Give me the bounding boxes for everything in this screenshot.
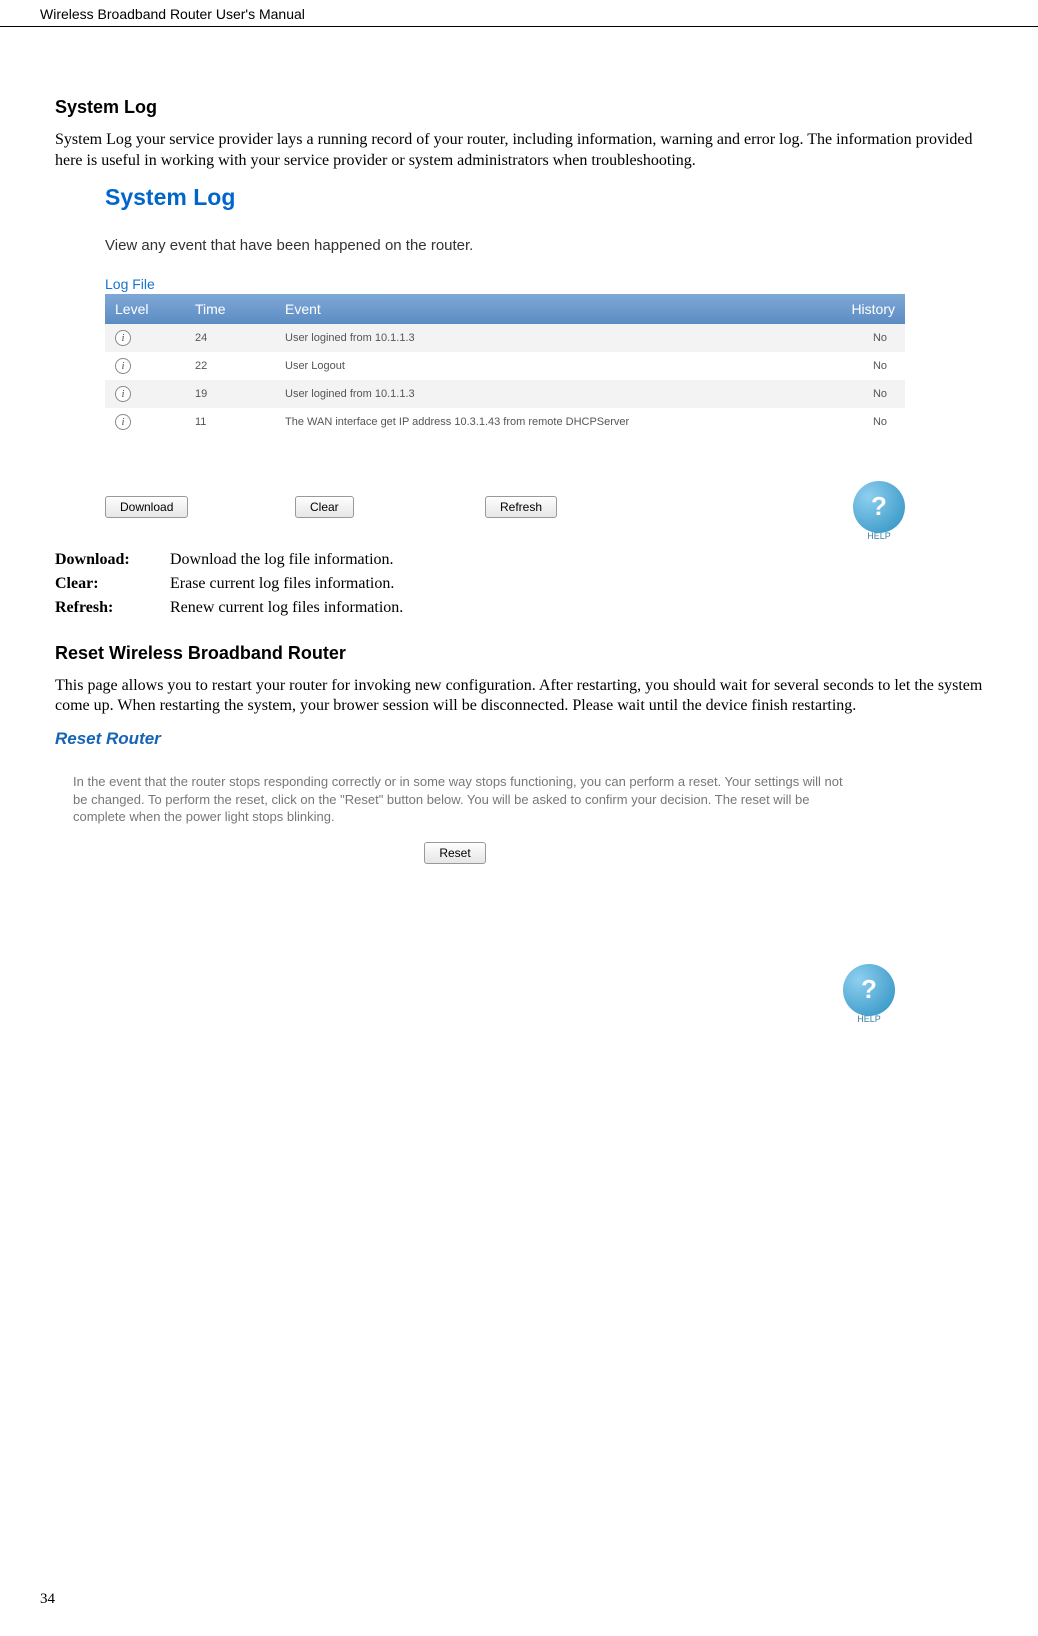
cell-event: The WAN interface get IP address 10.3.1.… [275, 408, 835, 436]
refresh-button[interactable]: Refresh [485, 496, 557, 518]
info-icon: i [115, 330, 131, 346]
cell-event: User logined from 10.1.1.3 [275, 324, 835, 352]
section-heading-reset: Reset Wireless Broadband Router [55, 643, 983, 664]
cell-time: 11 [185, 408, 275, 436]
reset-button[interactable]: Reset [424, 842, 485, 864]
definitions-list: Download: Download the log file informat… [55, 551, 983, 617]
log-table-wrap: Level Time Event History i 24 User login… [105, 294, 905, 436]
info-icon: i [115, 386, 131, 402]
section-heading-system-log: System Log [55, 97, 983, 118]
syslog-desc: View any event that have been happened o… [105, 237, 983, 254]
cell-time: 19 [185, 380, 275, 408]
cell-history: No [835, 408, 905, 436]
reset-title: Reset Router [55, 729, 983, 749]
help-icon: ? [861, 974, 877, 1005]
system-log-screenshot: System Log View any event that have been… [105, 184, 983, 533]
help-icon: ? [871, 491, 887, 522]
cell-history: No [835, 324, 905, 352]
cell-history: No [835, 380, 905, 408]
help-button[interactable]: ? HELP [843, 964, 895, 1016]
info-icon: i [115, 358, 131, 374]
table-row: i 19 User logined from 10.1.1.3 No [105, 380, 905, 408]
page-number: 34 [40, 1591, 55, 1608]
col-event: Event [275, 294, 835, 324]
table-row: i 11 The WAN interface get IP address 10… [105, 408, 905, 436]
def-desc-download: Download the log file information. [170, 551, 394, 569]
log-table: Level Time Event History i 24 User login… [105, 294, 905, 436]
cell-time: 22 [185, 352, 275, 380]
reset-desc: In the event that the router stops respo… [55, 773, 855, 826]
def-desc-clear: Erase current log files information. [170, 575, 394, 593]
table-row: i 22 User Logout No [105, 352, 905, 380]
def-term-refresh: Refresh: [55, 599, 170, 617]
syslog-title: System Log [105, 184, 983, 211]
reset-router-screenshot: Reset Router In the event that the route… [55, 729, 983, 1016]
logfile-label: Log File [105, 276, 983, 292]
table-row: i 24 User logined from 10.1.1.3 No [105, 324, 905, 352]
def-term-download: Download: [55, 551, 170, 569]
syslog-button-row: Download Clear Refresh ? HELP [105, 481, 905, 533]
page-content: System Log System Log your service provi… [0, 27, 1038, 1016]
cell-event: User logined from 10.1.1.3 [275, 380, 835, 408]
section-body-system-log: System Log your service provider lays a … [55, 130, 983, 172]
section-body-reset: This page allows you to restart your rou… [55, 676, 983, 718]
cell-history: No [835, 352, 905, 380]
col-history: History [835, 294, 905, 324]
col-level: Level [105, 294, 185, 324]
page-header: Wireless Broadband Router User's Manual [0, 0, 1038, 27]
clear-button[interactable]: Clear [295, 496, 354, 518]
cell-time: 24 [185, 324, 275, 352]
def-desc-refresh: Renew current log files information. [170, 599, 403, 617]
download-button[interactable]: Download [105, 496, 188, 518]
col-time: Time [185, 294, 275, 324]
help-button[interactable]: ? HELP [853, 481, 905, 533]
cell-event: User Logout [275, 352, 835, 380]
def-term-clear: Clear: [55, 575, 170, 593]
info-icon: i [115, 414, 131, 430]
